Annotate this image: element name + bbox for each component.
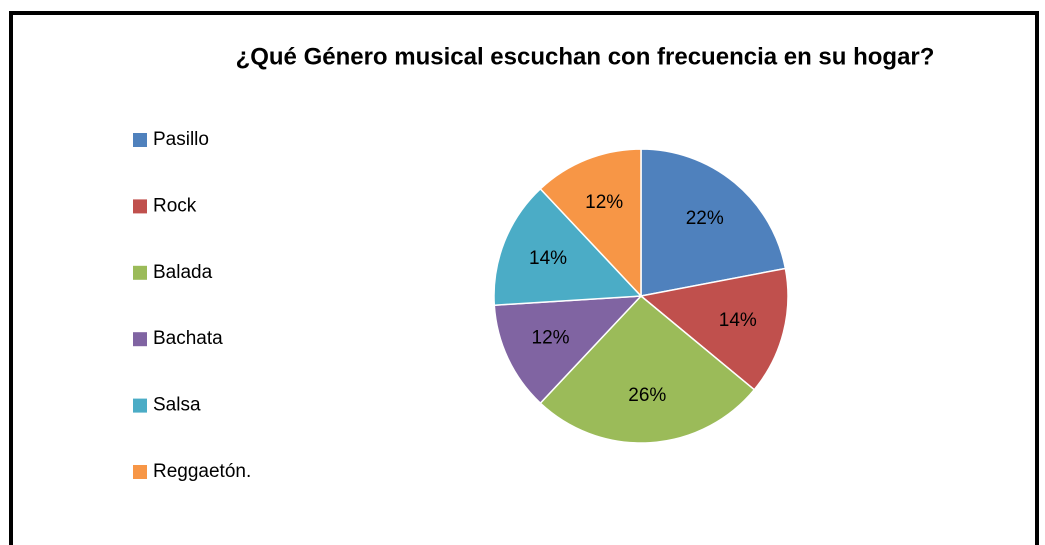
legend-label: Reggaetón. — [153, 461, 251, 482]
legend-label: Salsa — [153, 395, 201, 416]
chart-frame — [9, 11, 1039, 545]
legend-label: Rock — [153, 195, 197, 216]
legend-label: Bachata — [153, 328, 223, 349]
chart-title: ¿Qué Género musical escuchan con frecuen… — [236, 43, 935, 70]
pie-slice — [539, 294, 756, 444]
slice-label: 26% — [628, 385, 666, 406]
legend-swatch — [133, 199, 147, 214]
slice-label: 12% — [532, 328, 570, 349]
slice-label: 14% — [719, 310, 757, 331]
pie-slice — [539, 148, 642, 298]
slice-label: 12% — [585, 192, 623, 213]
pie-slice — [639, 267, 789, 391]
legend-swatch — [133, 133, 147, 147]
legend-swatch — [133, 332, 147, 347]
legend-swatch — [133, 398, 147, 413]
legend-swatch — [133, 465, 147, 479]
slice-label: 14% — [529, 248, 567, 269]
legend-swatch — [133, 265, 147, 280]
legend-label: Pasillo — [153, 129, 209, 150]
legend-label: Balada — [153, 262, 213, 283]
pie-slice — [493, 295, 643, 405]
pie-slice — [640, 148, 787, 297]
slice-label: 22% — [686, 208, 724, 229]
pie-slice — [493, 187, 643, 307]
